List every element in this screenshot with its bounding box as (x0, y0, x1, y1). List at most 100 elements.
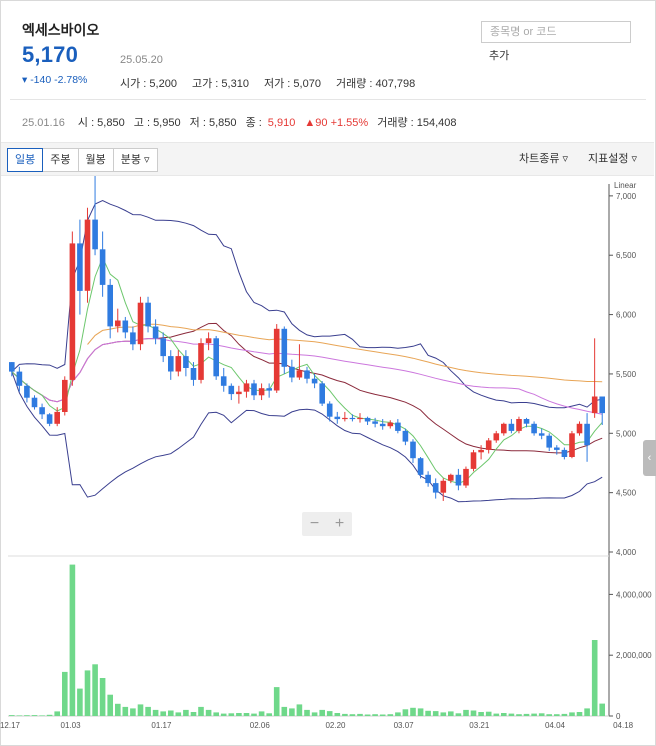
x-tick-label: 04.04 (545, 721, 566, 730)
tab-minute[interactable]: 분봉 ▿ (112, 148, 158, 172)
x-tick-label: 01.17 (151, 721, 172, 730)
volume-bar (213, 712, 219, 716)
zoom-in-button[interactable]: + (334, 515, 345, 532)
volume-tick-label: 2,000,000 (616, 651, 652, 660)
hover-close: 5,910 (267, 117, 296, 129)
candle-body (183, 356, 189, 368)
volume-bar (39, 715, 45, 716)
candle-body (228, 385, 235, 395)
volume-bar (236, 713, 242, 716)
stock-search-input[interactable] (481, 21, 631, 43)
side-panel-toggle[interactable]: ‹ (643, 440, 656, 476)
candle-body (561, 449, 568, 457)
candle-body (591, 396, 598, 414)
indicator-settings-dropdown[interactable]: 지표설정 ▿ (588, 153, 638, 165)
candle-body (130, 332, 136, 345)
candle-body (115, 320, 121, 327)
volume-bar (455, 713, 462, 716)
volume-bar (122, 706, 129, 716)
volume-bar (258, 711, 265, 716)
volume-bar (243, 713, 250, 716)
price-chart[interactable]: Linear 7,000 6,500 6,000 5,500 5,000 4,500 4,00… (0, 176, 656, 746)
add-stock-button[interactable]: 추가 (489, 50, 510, 62)
volume-bar (251, 713, 257, 716)
bollinger-upper (11, 199, 603, 409)
candle-body (342, 417, 348, 420)
tab-weekly[interactable]: 주봉 (42, 148, 79, 172)
candle-body (69, 243, 76, 380)
x-tick-label: 12.17 (0, 721, 21, 730)
volume-bar (152, 709, 159, 716)
candle-body (493, 433, 500, 441)
x-tick-label: 02.06 (250, 721, 271, 730)
hover-volume: 거래량 : 154,408 (377, 117, 457, 129)
volume-bar (410, 707, 416, 716)
candle-body (319, 383, 325, 404)
tab-monthly[interactable]: 월봉 (77, 148, 114, 172)
price-tick-label: 6,500 (616, 251, 637, 260)
candle-body (152, 326, 159, 339)
candle-body (236, 391, 242, 395)
candle-body (39, 407, 45, 415)
candle-body (160, 338, 166, 357)
hover-open: 시 : 5,850 (77, 117, 125, 129)
candle-body (289, 366, 295, 378)
hover-low: 저 : 5,850 (189, 117, 237, 129)
period-tabs: 일봉 주봉 월봉 분봉 ▿ (7, 148, 158, 172)
candle-body (46, 414, 53, 424)
volume-bar (319, 709, 325, 716)
volume-bar (546, 714, 552, 716)
price-tick-label: 5,000 (616, 429, 637, 438)
candle-body (470, 452, 477, 469)
volume-bar (9, 715, 15, 716)
candle-body (387, 422, 394, 427)
volume-bar (432, 711, 439, 716)
candle-body (440, 480, 447, 493)
candle-body (258, 388, 265, 396)
bollinger-lower (11, 371, 603, 503)
volume-bar (266, 713, 272, 716)
candle-body (122, 320, 129, 333)
candle-body (516, 419, 522, 431)
volume-bar (69, 564, 76, 716)
volume-bar (115, 703, 121, 716)
volume-bar (372, 714, 378, 716)
volume-bar (334, 713, 341, 716)
volume-bar (205, 709, 212, 716)
volume-bar (357, 713, 363, 716)
candle-body (9, 362, 15, 372)
volume-bar (387, 714, 394, 716)
high-price: 고가 : 5,310 (192, 78, 249, 90)
candle-body (425, 474, 431, 484)
chart-type-dropdown[interactable]: 차트종류 ▿ (519, 153, 569, 165)
candle-body (243, 383, 250, 392)
zoom-out-button[interactable]: − (309, 515, 320, 532)
candle-body (410, 441, 416, 459)
hover-candle-info: 25.01.16 시 : 5,850 고 : 5,950 저 : 5,850 종… (22, 114, 463, 130)
ohlc-summary: 시가 : 5,200 고가 : 5,310 저가 : 5,070 거래량 : 4… (120, 75, 427, 91)
volume-bar (145, 706, 151, 716)
volume-bar (554, 714, 560, 716)
volume-bar (198, 706, 204, 716)
volume-bar (576, 712, 583, 716)
candle-body (251, 383, 257, 396)
candle-body (137, 302, 144, 345)
volume-bar (130, 708, 136, 716)
candle-body (372, 421, 378, 424)
volume-bar (281, 706, 288, 716)
volume-bar (175, 712, 182, 716)
candle-body (463, 468, 469, 486)
candle-body (478, 449, 484, 453)
volume-tick-label: 4,000,000 (616, 590, 652, 599)
ma-120-line (87, 323, 603, 383)
candle-body (379, 423, 386, 427)
volume-bar (440, 712, 447, 716)
candle-body (213, 338, 219, 377)
volume-bar (538, 713, 545, 716)
ma-60-line (11, 338, 603, 415)
volume-bar (561, 713, 568, 716)
volume-bar (54, 711, 60, 716)
volume-bar (569, 712, 575, 716)
stock-name: 엑세스바이오 (22, 22, 100, 38)
tab-daily[interactable]: 일봉 (7, 148, 44, 172)
